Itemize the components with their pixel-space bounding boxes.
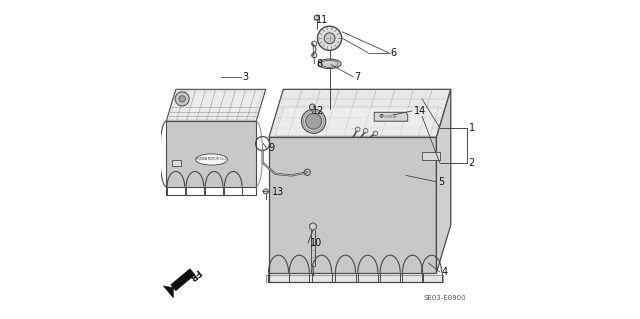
Circle shape — [301, 109, 326, 133]
Polygon shape — [374, 112, 408, 121]
Polygon shape — [275, 107, 438, 136]
Polygon shape — [269, 137, 436, 273]
Ellipse shape — [321, 60, 338, 67]
Text: 1: 1 — [468, 122, 475, 133]
Circle shape — [364, 129, 368, 133]
Polygon shape — [310, 223, 316, 230]
Ellipse shape — [196, 154, 227, 165]
Polygon shape — [170, 91, 262, 120]
Polygon shape — [166, 89, 266, 121]
Polygon shape — [166, 121, 256, 187]
Text: 14: 14 — [413, 106, 426, 116]
Circle shape — [179, 96, 186, 102]
Text: 12: 12 — [312, 106, 324, 116]
Text: FR.: FR. — [184, 266, 202, 284]
Circle shape — [317, 26, 342, 50]
Text: 2: 2 — [468, 158, 475, 168]
Text: HONDA MOTOR Co.,L: HONDA MOTOR Co.,L — [196, 158, 227, 161]
Circle shape — [306, 113, 321, 129]
Polygon shape — [269, 89, 451, 137]
Circle shape — [380, 114, 383, 117]
Text: 13: 13 — [271, 187, 284, 197]
Text: 10: 10 — [310, 238, 322, 248]
Circle shape — [314, 15, 319, 20]
Text: HONDA: HONDA — [383, 115, 397, 119]
Text: SE03-E0900: SE03-E0900 — [424, 295, 467, 301]
Text: 6: 6 — [390, 48, 396, 58]
Text: 9: 9 — [268, 143, 275, 153]
Circle shape — [175, 92, 189, 106]
Polygon shape — [422, 152, 440, 160]
Circle shape — [310, 104, 316, 110]
Text: 7: 7 — [355, 71, 361, 82]
Polygon shape — [171, 269, 195, 291]
Polygon shape — [163, 286, 173, 298]
Text: 8: 8 — [316, 59, 323, 69]
Text: 11: 11 — [316, 15, 328, 25]
Text: 4: 4 — [441, 267, 447, 277]
Polygon shape — [436, 89, 451, 273]
Circle shape — [373, 131, 378, 136]
Circle shape — [356, 127, 360, 131]
Polygon shape — [172, 160, 181, 166]
Ellipse shape — [318, 59, 341, 69]
Circle shape — [263, 189, 268, 194]
Text: 5: 5 — [438, 177, 444, 187]
Text: 3: 3 — [243, 71, 249, 82]
Polygon shape — [266, 275, 443, 282]
Circle shape — [324, 33, 335, 44]
